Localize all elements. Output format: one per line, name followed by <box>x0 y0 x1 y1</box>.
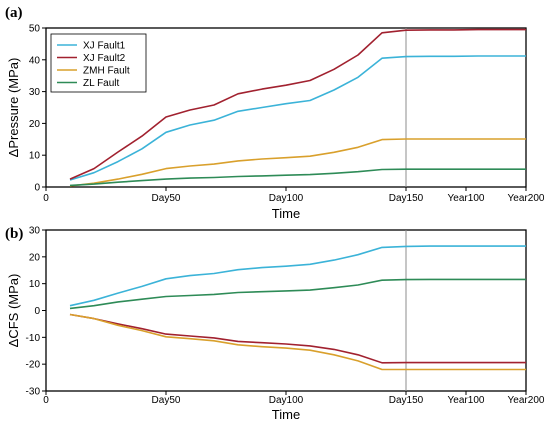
panel-b-series-zl-fault <box>69 278 526 310</box>
panel-a-label: (a) <box>5 5 23 21</box>
panel-b-y-tick-label: 30 <box>29 226 41 237</box>
panel-a-y-tick-label: 30 <box>29 87 41 98</box>
panel-b-series-xj-fault2 <box>69 313 526 364</box>
panel-b-x-tick-label: Year100 <box>448 395 485 406</box>
panel-b-y-tick-label: -10 <box>26 333 41 344</box>
panel-b-y-axis-title: ΔCFS (MPa) <box>6 274 21 348</box>
panel-a-x-tick-label: 0 <box>43 193 49 204</box>
panel-b-x-tick-label: 0 <box>43 395 49 406</box>
panel-b-y-tick-label: 10 <box>29 279 41 290</box>
panel-a-y-axis-title: ΔPressure (MPa) <box>6 58 21 158</box>
panel-b-series-zmh-fault <box>69 313 526 371</box>
panel-a-x-tick-label: Day100 <box>269 193 304 204</box>
panel-b-series-xj-fault1 <box>69 245 526 307</box>
panel-a-y-tick-label: 0 <box>34 183 40 194</box>
panel-a-x-axis-title: Time <box>272 206 300 221</box>
panel-a-series-zl-fault <box>69 168 526 187</box>
panel-b-x-tick-label: Day150 <box>389 395 424 406</box>
panel-b-y-tick-label: 0 <box>34 306 40 317</box>
panel-a-series-xj-fault2 <box>69 28 526 180</box>
panel-b-x-tick-label: Day100 <box>269 395 304 406</box>
panel-a-x-tick-label: Year200 <box>508 193 545 204</box>
panel-b-x-tick-label: Day50 <box>152 395 181 406</box>
panel-a-legend-box <box>50 33 147 93</box>
panel-a-x-tick-label: Year100 <box>448 193 485 204</box>
panel-a-legend-label: ZMH Fault <box>83 66 130 77</box>
panel-b-label: (b) <box>5 226 23 242</box>
panel-a-y-tick-label: 20 <box>29 119 41 130</box>
panel-b-y-tick-label: -30 <box>26 387 41 398</box>
panel-a-y-tick-label: 10 <box>29 151 41 162</box>
panel-a-series-xj-fault1 <box>69 55 526 181</box>
panel-b-x-axis-title: Time <box>272 407 300 422</box>
panel-b-x-tick-label: Year200 <box>508 395 545 406</box>
panel-a-y-tick-label: 50 <box>29 24 41 35</box>
panel-a-series-zmh-fault <box>69 138 526 187</box>
panel-a-legend-label: XJ Fault2 <box>83 53 126 64</box>
panel-a-legend-label: ZL Fault <box>83 78 120 89</box>
panel-b-plot-frame <box>45 229 527 392</box>
panel-a-x-tick-label: Day50 <box>152 193 181 204</box>
panel-a-x-tick-label: Day150 <box>389 193 424 204</box>
panel-a-legend-label: XJ Fault1 <box>83 41 126 52</box>
panel-b-y-tick-label: -20 <box>26 360 41 371</box>
panel-b-y-tick-label: 20 <box>29 252 41 263</box>
panel-a-y-tick-label: 40 <box>29 55 41 66</box>
